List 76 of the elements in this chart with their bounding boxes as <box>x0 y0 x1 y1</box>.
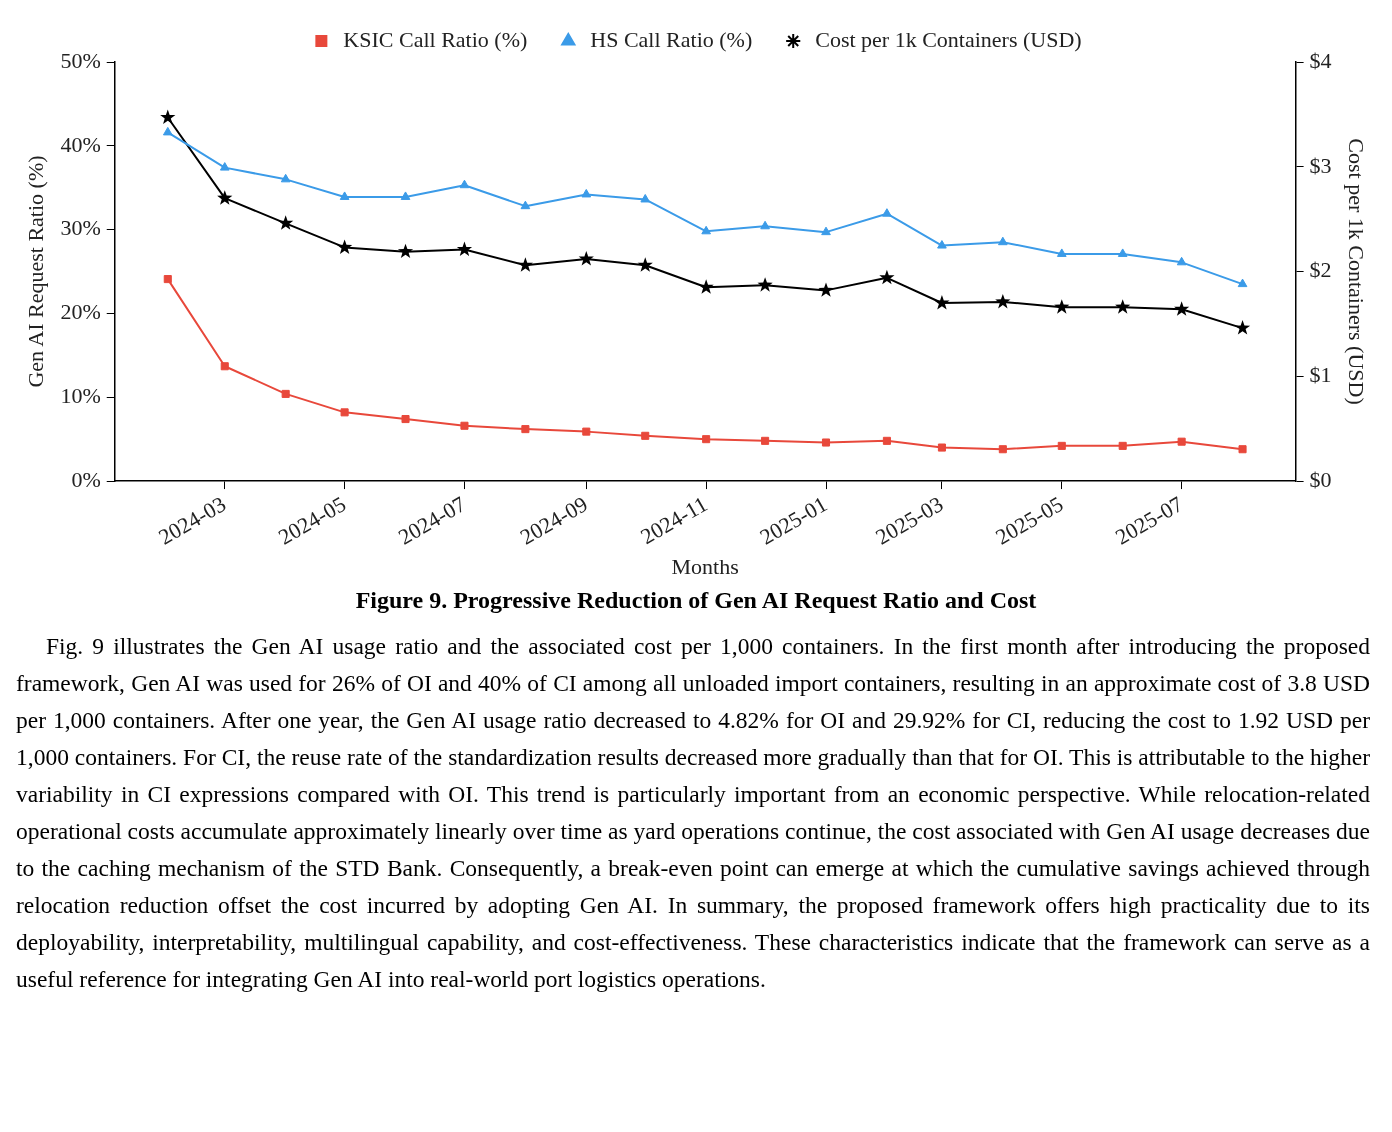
y-tick-label: 40% <box>60 131 101 157</box>
point <box>998 236 1008 246</box>
point <box>337 239 353 254</box>
point <box>219 162 230 171</box>
point <box>517 257 533 272</box>
y2-tick-label: $2 <box>1309 257 1332 283</box>
point <box>995 293 1011 309</box>
y2-tick-label: $3 <box>1309 152 1332 178</box>
point <box>879 269 895 285</box>
point <box>702 435 711 444</box>
point <box>578 250 594 266</box>
point <box>821 226 831 236</box>
point <box>1174 301 1190 316</box>
point <box>698 279 714 294</box>
point <box>160 109 176 124</box>
point <box>520 200 531 210</box>
point <box>339 191 350 200</box>
x-axis-title: Months <box>671 553 739 579</box>
point <box>162 126 173 136</box>
legend-label: HS Call Ratio (%) <box>590 26 753 52</box>
point <box>998 445 1007 454</box>
point <box>278 215 294 230</box>
point <box>882 436 891 445</box>
point <box>882 208 892 217</box>
point <box>821 438 831 447</box>
point <box>1057 441 1066 450</box>
point <box>1177 437 1186 446</box>
text: Figure 9. Progressive Reduction of Gen AI Request Ratio and Cost <box>354 587 1038 614</box>
point <box>401 415 410 424</box>
point <box>641 431 650 440</box>
point <box>701 225 711 235</box>
point <box>761 436 770 445</box>
point <box>937 443 946 452</box>
legend-label: Cost per 1k Containers (USD) <box>815 26 1082 52</box>
point <box>818 282 834 297</box>
point <box>400 191 411 200</box>
point <box>937 240 947 249</box>
point <box>459 179 470 189</box>
point <box>760 220 770 230</box>
point <box>1115 299 1131 314</box>
point <box>582 427 591 436</box>
y2-tick-label: $1 <box>1309 362 1332 388</box>
point <box>1176 256 1187 266</box>
y2-tick-label: $0 <box>1309 466 1332 492</box>
point <box>1238 445 1247 454</box>
y-axis-title: Gen AI Request Ratio (%) <box>22 155 48 388</box>
point <box>456 241 473 257</box>
point <box>934 294 950 310</box>
point <box>220 362 229 371</box>
point <box>460 421 469 430</box>
point <box>640 193 651 203</box>
y2-axis-title: Cost per 1k Containers (USD) <box>1344 138 1370 405</box>
point <box>581 188 592 198</box>
y2-tick-label: $4 <box>1309 47 1332 73</box>
point <box>340 408 349 417</box>
point <box>757 277 773 292</box>
point <box>163 275 172 284</box>
point <box>1056 248 1067 257</box>
point <box>1237 278 1248 288</box>
point <box>217 190 233 205</box>
point <box>1234 320 1251 335</box>
y-tick-label: 10% <box>60 383 101 409</box>
y-tick-label: 50% <box>60 47 101 73</box>
y-tick-label: 20% <box>60 299 101 325</box>
text: Fig. 9 illustrates the Gen AI usage ratio and the associated cost per 1,000 containers. In the first month after introducing the proposed framework, Gen AI was used for 26% of OI and 40% of CI among all unloaded import containers, resulting in an approximate cost of 3.8 USD per 1,000 containers. After one year, the Gen AI usage ratio decreased to 4.82% for OI and 29.92% for CI, reducing the cost to 1.92 USD per 1,000 containers. For CI, the reuse rate of the standardization results decreased more gradually than that for OI. This is attributable to the higher variability in CI expressions compared with OI. This trend is particularly important from an economic perspective. While relocation-related operational costs accumulate approximately linearly over time as yard operations continue, the cost associated with Gen AI usage decreases due to the caching mechanism of the STD Bank. Consequently, a break-even point can emerge at which the cumulative savings achieved through relocation reduction offset the cost incurred by adopting Gen AI. In summary, the proposed framework offers high practicality due to its deployability, interpretability, multilingual capability, and cost-effectiveness. These characteristics indicate that the framework can serve as a useful reference for integrating Gen AI into real-world port logistics operations. <box>16 633 1370 992</box>
point <box>1118 441 1127 450</box>
legend-label: KSIC Call Ratio (%) <box>343 26 528 52</box>
point <box>280 173 291 183</box>
point <box>637 257 653 272</box>
y-tick-label: 30% <box>60 215 101 241</box>
point <box>1117 248 1128 257</box>
point <box>521 425 530 434</box>
point <box>397 243 414 259</box>
point <box>1054 299 1070 314</box>
point <box>281 389 290 398</box>
y-tick-label: 0% <box>71 466 101 492</box>
